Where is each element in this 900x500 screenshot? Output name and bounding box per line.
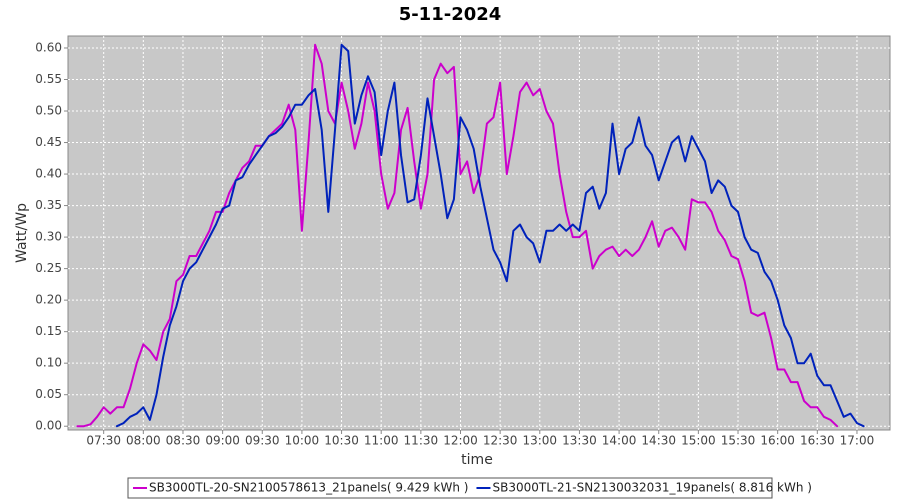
x-tick-label: 09:30 (245, 434, 280, 448)
y-tick-label: 0.20 (35, 293, 62, 307)
y-tick-label: 0.50 (35, 104, 62, 118)
chart-title: 5-11-2024 (399, 4, 502, 25)
y-tick-label: 0.25 (35, 261, 62, 275)
y-tick-label: 0.00 (35, 419, 62, 433)
y-tick-label: 0.10 (35, 356, 62, 370)
y-tick-label: 0.55 (35, 72, 62, 86)
x-tick-label: 16:00 (760, 434, 795, 448)
x-tick-label: 10:30 (324, 434, 359, 448)
legend-box (127, 477, 773, 499)
x-tick-label: 10:00 (285, 434, 320, 448)
x-tick-label: 07:30 (86, 434, 121, 448)
x-tick-label: 16:30 (800, 434, 835, 448)
y-tick-label: 0.15 (35, 324, 62, 338)
plot-area (67, 35, 891, 431)
ticks: 0.00 0.05 0.10 0.15 0.20 0.25 0.30 0.35 0.40 0.45… (35, 40, 874, 447)
y-tick-label: 0.05 (35, 387, 62, 401)
x-tick-label: 13:00 (522, 434, 557, 448)
y-tick-label: 0.60 (35, 40, 62, 54)
x-tick-label: 08:00 (126, 434, 161, 448)
x-tick-label: 17:00 (840, 434, 875, 448)
legend-label: SB3000TL-20-SN2100578613_21panels( 9.429… (149, 481, 468, 495)
legend: SB3000TL-20-SN2100578613_21panels( 9.429… (133, 481, 812, 495)
x-tick-label: 15:30 (721, 434, 756, 448)
y-axis-label: Watt/Wp (14, 203, 30, 263)
y-tick-label: 0.35 (35, 198, 62, 212)
x-tick-label: 11:30 (404, 434, 439, 448)
y-tick-label: 0.40 (35, 167, 62, 181)
lines (76, 43, 865, 428)
grid (68, 36, 890, 430)
y-tick-label: 0.45 (35, 135, 62, 149)
x-tick-label: 13:30 (562, 434, 597, 448)
x-tick-label: 15:00 (681, 434, 716, 448)
legend-label: SB3000TL-21-SN2130032031_19panels( 8.816… (492, 481, 811, 495)
x-tick-label: 11:00 (364, 434, 399, 448)
x-tick-label: 09:00 (205, 434, 240, 448)
x-tick-label: 12:30 (483, 434, 518, 448)
series-line (76, 43, 839, 428)
x-tick-label: 08:30 (166, 434, 201, 448)
series-line (115, 43, 865, 428)
y-tick-label: 0.30 (35, 230, 62, 244)
x-tick-label: 12:00 (443, 434, 478, 448)
x-tick-label: 14:30 (641, 434, 676, 448)
x-axis-label: time (461, 452, 493, 468)
x-tick-label: 14:00 (602, 434, 637, 448)
